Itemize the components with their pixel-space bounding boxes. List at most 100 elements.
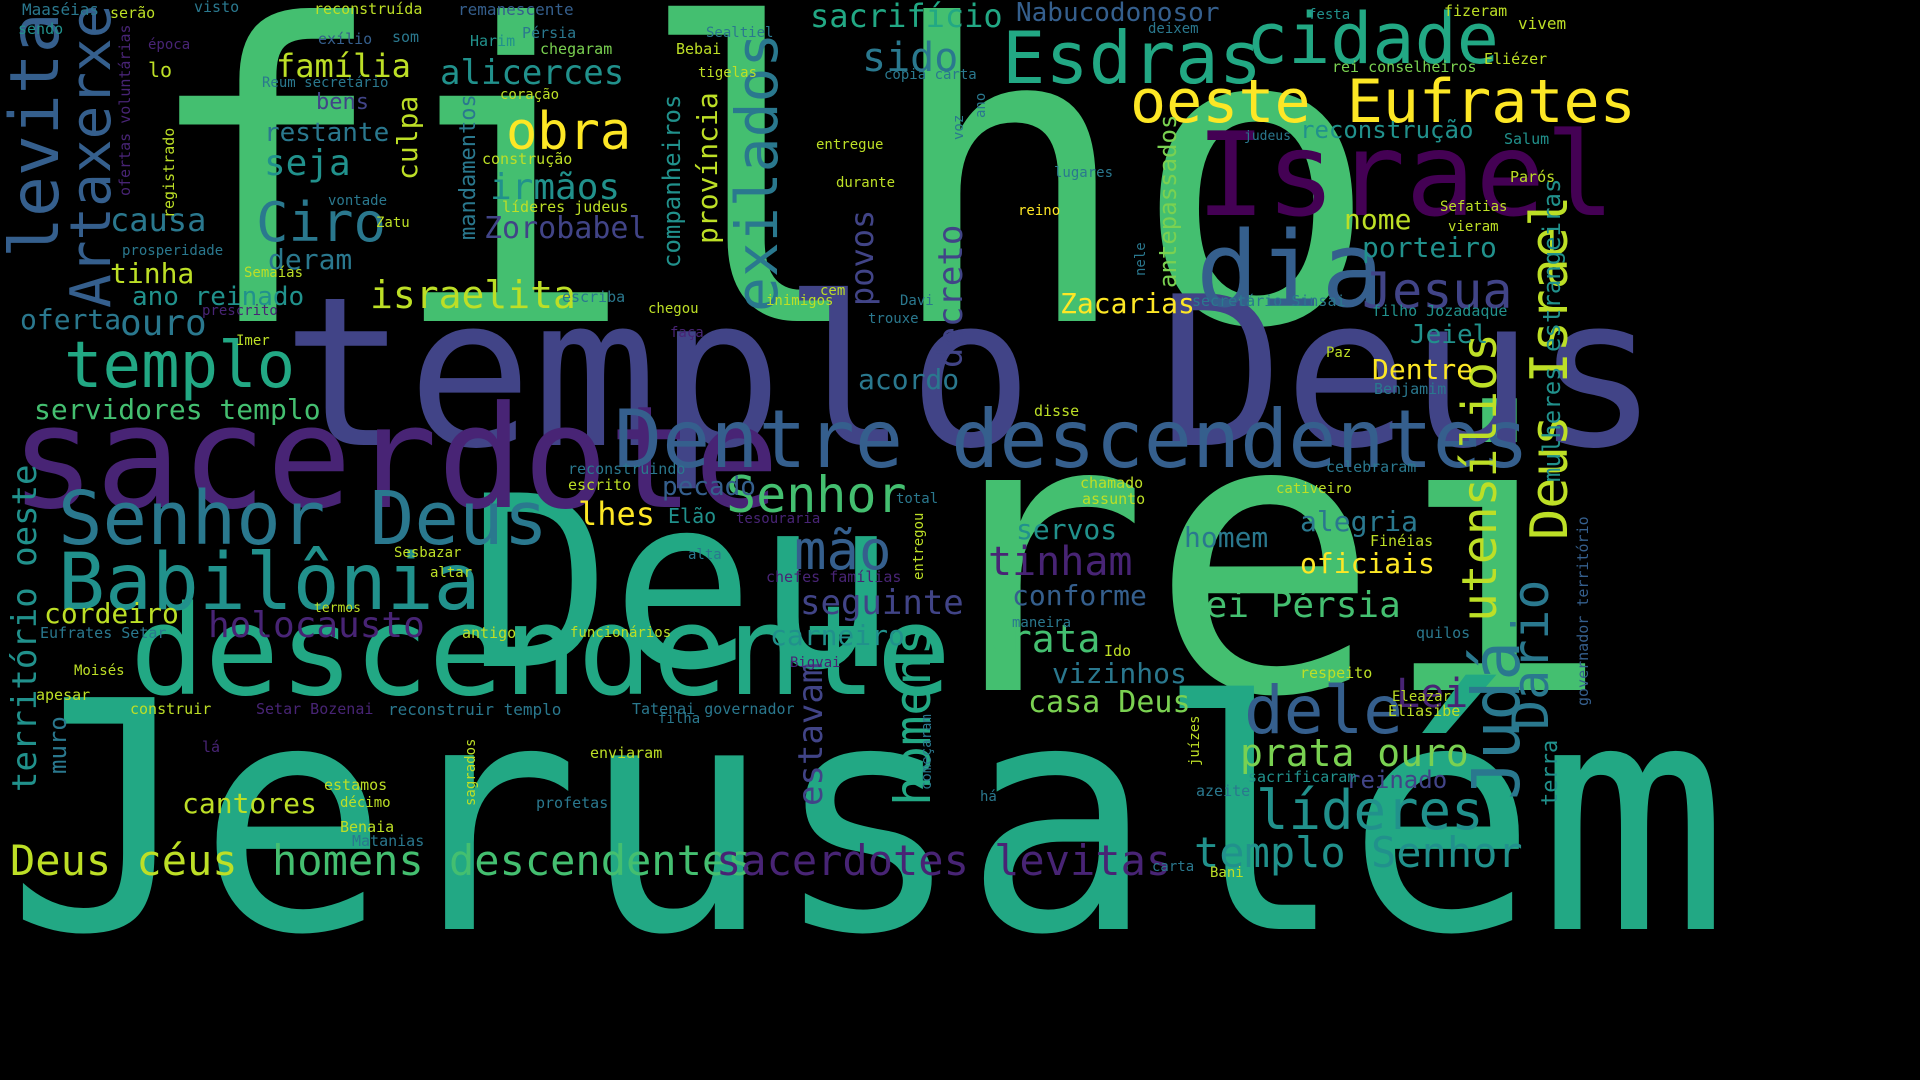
word-alta: alta: [688, 547, 722, 563]
word-moises: Moisés: [74, 663, 125, 679]
word-disse: disse: [1034, 402, 1080, 420]
word-israelita: israelita: [370, 273, 576, 317]
word-harim: Harim: [470, 32, 516, 50]
word-assunto: assunto: [1082, 490, 1146, 508]
word-remanescente: remanescente: [458, 0, 574, 19]
word-babilonia: Babilônia: [58, 538, 481, 628]
word-carta: carta: [1152, 859, 1195, 875]
word-imer: Imer: [236, 333, 270, 349]
word-oeste-eufrates: oeste Eufrates: [1130, 67, 1636, 137]
word-cordeiro: cordeiro: [44, 597, 179, 630]
word-lo: lo: [148, 58, 173, 82]
word-pecado: pecado: [662, 472, 756, 502]
word-ouro: ouro: [120, 303, 207, 344]
word-eufrates-setar: Eufrates Setar: [40, 624, 167, 642]
word-ano-reinado: ano reinado: [132, 282, 305, 312]
word-governador-territorio: governador território: [1574, 516, 1592, 706]
word-israel: Israel: [1196, 108, 1616, 243]
word-sido: sido: [862, 35, 959, 81]
word-epoca: época: [148, 37, 191, 53]
word-ofertas-voluntarias: ofertas voluntárias: [116, 24, 134, 196]
word-templo: templo: [64, 329, 296, 403]
word-celebraram: celebraram: [1326, 458, 1417, 476]
word-paros: Parós: [1510, 168, 1556, 186]
word-cantores: cantores: [182, 787, 317, 820]
word-comecaram: começaram: [919, 714, 935, 790]
word-estamos: estamos: [324, 776, 388, 794]
word-alegria: alegria: [1300, 505, 1419, 538]
word-companheiros: companheiros: [658, 94, 686, 268]
word-nabucodonosor: Nabucodonosor: [1016, 0, 1220, 28]
word-jerusalem: Jerusalém: [6, 634, 1730, 1004]
word-sacrificaram: sacrificaram: [1248, 768, 1357, 786]
word-ha: há: [980, 789, 997, 805]
word-tinham: tinham: [988, 539, 1133, 585]
word-servidores-templo: servidores templo: [34, 393, 321, 426]
word-respeito: respeito: [1300, 664, 1373, 682]
word-maaseias: Maaséias: [22, 0, 100, 19]
word-lideres: líderes: [1256, 779, 1484, 842]
word-sacerdote: sacerdote: [10, 376, 780, 541]
word-filho-jozadaque: filho Jozadaque: [1372, 302, 1508, 320]
word-provincia: província: [691, 92, 724, 244]
word-carneiro: carneiro: [770, 619, 905, 652]
word-lugares: lugares: [1054, 165, 1114, 181]
word-oferta: oferta: [20, 303, 122, 336]
word-descendente: descendente: [130, 580, 952, 724]
word-maneira: maneira: [1012, 615, 1072, 631]
word-territorio-oeste: território oeste: [5, 464, 45, 792]
word-registrado: registrado: [160, 127, 178, 218]
word-nome: nome: [1344, 203, 1412, 236]
word-festa: festa: [1308, 7, 1351, 23]
word-dele: dele: [1244, 672, 1403, 749]
word-paz: Paz: [1326, 345, 1352, 361]
word-prata-ouro: prata ouro: [1240, 731, 1469, 775]
word-oficiais: oficiais: [1300, 547, 1435, 580]
word-tatenai-governador: Tatenai governador: [632, 700, 795, 718]
word-bigvai: Bigvai: [790, 655, 841, 671]
word-bebai: Bebai: [676, 40, 722, 58]
word-la: lá: [202, 738, 221, 756]
word-profetas: profetas: [536, 794, 609, 812]
word-persia: Pérsia: [522, 24, 577, 42]
word-chegou: chegou: [648, 301, 699, 317]
word-causa: causa: [110, 201, 207, 239]
word-reconstruir-templo: reconstruir templo: [388, 700, 562, 719]
word-rei-persia: rei Pérsia: [1184, 585, 1401, 626]
word-jeiel: Jeiel: [1410, 320, 1489, 350]
word-construir: construir: [130, 700, 212, 718]
word-deu: Deu: [468, 446, 898, 723]
word-escriba: escriba: [562, 288, 626, 306]
word-estavam: estavam: [791, 662, 831, 806]
word-povos: povos: [843, 209, 881, 306]
word-judeus: judeus: [1244, 129, 1291, 144]
word-enviaram: enviaram: [590, 744, 663, 762]
word-funcionarios: funcionários: [570, 625, 672, 641]
word-templo-senhor: templo Senhor: [1194, 828, 1523, 877]
word-restante: restante: [264, 118, 390, 148]
word-casa-deus: casa Deus: [1028, 685, 1191, 720]
word-tinha: tinha: [110, 257, 195, 290]
word-holocausto: holocausto: [208, 605, 425, 646]
word-escrito: escrito: [568, 476, 632, 494]
word-reconstruindo: reconstruindo: [568, 460, 686, 478]
word-reinado: reinado: [1346, 766, 1448, 794]
word-reum-secretario: Reum secretário: [262, 75, 389, 91]
word-irmaos: irmãos: [490, 167, 621, 208]
word-familia: família: [276, 47, 411, 85]
word-reconstrucao: reconstrução: [1300, 116, 1474, 144]
word-bani: Bani: [1210, 865, 1244, 881]
word-copia-carta: cópia carta: [884, 67, 977, 83]
word-vieram: vieram: [1448, 219, 1499, 235]
word-secretario-sinsai: secretário Sinsai: [1192, 292, 1346, 310]
word-homens-descendentes: homens descendentes: [272, 836, 753, 885]
word-esdras: Esdras: [1002, 16, 1263, 100]
word-eliezer: Eliézer: [1484, 50, 1548, 68]
word-apesar: apesar: [36, 686, 91, 704]
word-zacarias: Zacarias: [1060, 287, 1195, 320]
word-sendo: sendo: [18, 20, 64, 38]
word-nele: nele: [1133, 242, 1149, 276]
word-prata: prata: [986, 617, 1101, 661]
word-sacerdotes-levitas: sacerdotes levitas: [716, 836, 1172, 885]
